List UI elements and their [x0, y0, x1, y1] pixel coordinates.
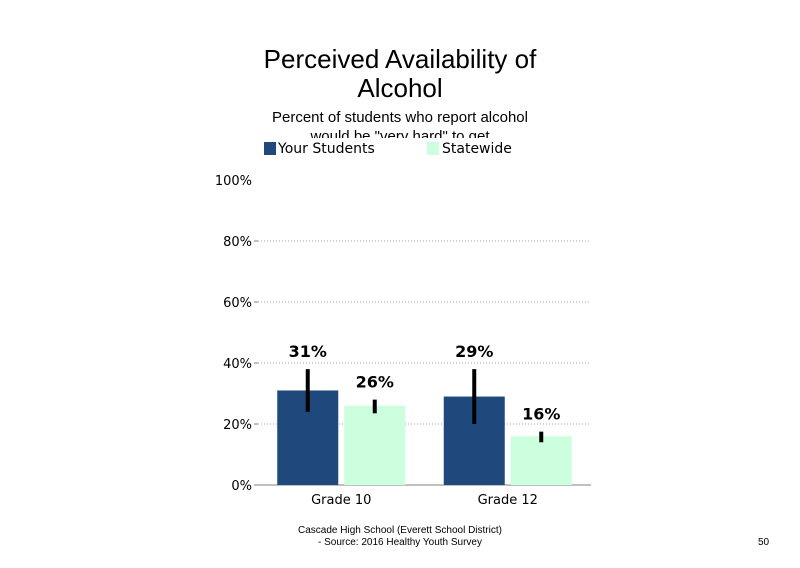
chart-subtitle: Percent of students who report alcohol w… — [200, 108, 600, 138]
y-tick-label-100: 100% — [215, 174, 252, 189]
page-number: 50 — [758, 537, 770, 548]
footer-source: Cascade High School (Everett School Dist… — [200, 525, 600, 549]
bar-statewide-grade-10 — [344, 405, 406, 485]
legend-swatch-your-students — [264, 142, 276, 155]
chart-title-line-1: Perceived Availability of — [263, 44, 537, 74]
y-tick-label-20: 20% — [223, 418, 252, 433]
bar-statewide-grade-12 — [510, 436, 572, 485]
footer-school: Cascade High School (Everett School Dist… — [298, 525, 502, 536]
chart-subtitle-line-2: would be "very hard" to get — [310, 128, 490, 138]
x-tick-label-grade-12: Grade 12 — [478, 493, 538, 508]
legend: Your Students Statewide — [0, 141, 800, 157]
legend-swatch-statewide — [427, 142, 439, 155]
legend-label-statewide: Statewide — [442, 141, 512, 157]
chart-subtitle-line-1: Percent of students who report alcohol — [272, 109, 528, 126]
data-label-statewide-grade-12: 16% — [522, 405, 560, 424]
data-label-your-students-grade-10: 31% — [289, 342, 327, 361]
data-label-your-students-grade-12: 29% — [455, 342, 493, 361]
y-tick-label-40: 40% — [223, 357, 252, 372]
chart-title: Perceived Availability of Alcohol — [200, 45, 600, 103]
footer-survey: - Source: 2016 Healthy Youth Survey — [318, 537, 482, 548]
y-tick-label-80: 80% — [223, 235, 252, 250]
x-tick-label-grade-10: Grade 10 — [311, 493, 371, 508]
data-label-statewide-grade-10: 26% — [356, 373, 394, 392]
legend-label-your-students: Your Students — [278, 141, 375, 157]
y-tick-label-0: 0% — [231, 479, 252, 494]
y-tick-label-60: 60% — [223, 296, 252, 311]
chart-title-line-2: Alcohol — [357, 73, 443, 103]
